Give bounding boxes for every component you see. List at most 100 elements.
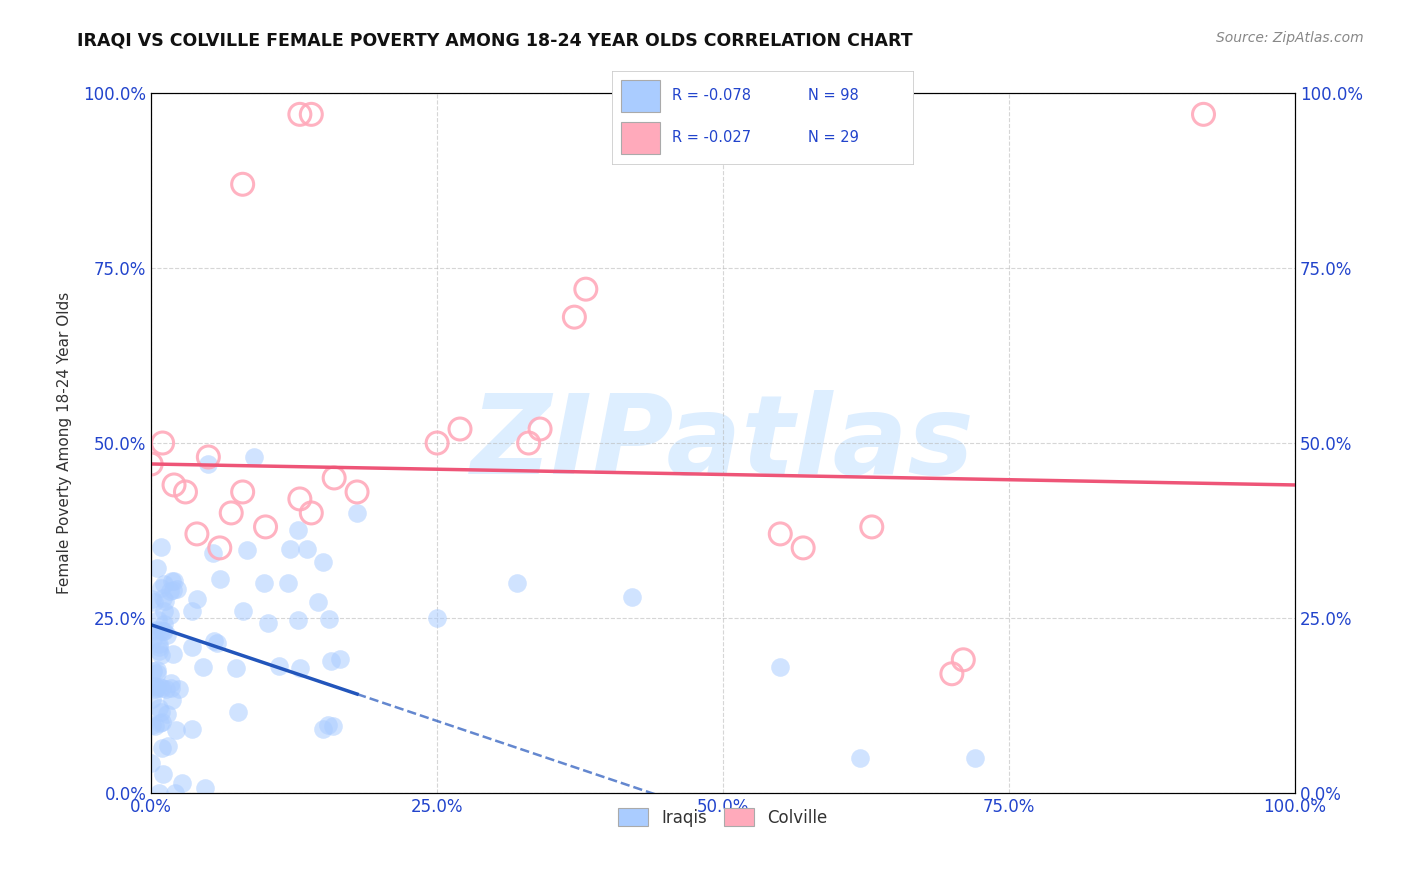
Point bbox=[1192, 107, 1215, 121]
Point bbox=[181, 722, 204, 736]
Point bbox=[197, 450, 219, 464]
Point bbox=[152, 766, 174, 780]
Point bbox=[153, 604, 176, 618]
Point bbox=[146, 681, 169, 695]
Point bbox=[150, 581, 173, 595]
Point bbox=[152, 436, 174, 450]
Point bbox=[141, 756, 163, 770]
Point bbox=[163, 478, 186, 492]
Point bbox=[346, 485, 368, 500]
Point bbox=[142, 595, 165, 609]
Point bbox=[288, 491, 311, 506]
Point bbox=[153, 594, 176, 608]
Point bbox=[449, 422, 471, 436]
Point bbox=[150, 681, 173, 695]
Point bbox=[145, 663, 167, 677]
Text: R = -0.078: R = -0.078 bbox=[672, 88, 751, 103]
Point bbox=[148, 637, 170, 651]
Point bbox=[163, 786, 186, 800]
Point bbox=[253, 576, 276, 591]
Point bbox=[287, 613, 309, 627]
Point bbox=[232, 178, 254, 192]
Point bbox=[159, 681, 181, 695]
FancyBboxPatch shape bbox=[612, 71, 914, 165]
Point bbox=[159, 583, 181, 598]
Point bbox=[153, 617, 176, 632]
Point bbox=[287, 523, 309, 537]
Point bbox=[155, 706, 177, 721]
Point bbox=[149, 680, 172, 694]
Point bbox=[288, 107, 311, 121]
Point bbox=[517, 436, 540, 450]
Point bbox=[148, 643, 170, 657]
Point bbox=[146, 613, 169, 627]
Point bbox=[278, 542, 301, 557]
Point bbox=[181, 640, 204, 654]
Point bbox=[243, 450, 266, 464]
Point bbox=[228, 706, 250, 720]
Point bbox=[162, 648, 184, 662]
Point bbox=[148, 640, 170, 654]
Point bbox=[209, 572, 232, 586]
Point bbox=[146, 561, 169, 575]
Point bbox=[141, 718, 163, 732]
Point bbox=[197, 457, 219, 471]
Point bbox=[295, 541, 318, 556]
Point bbox=[208, 541, 231, 555]
Point bbox=[160, 574, 183, 588]
Point bbox=[299, 506, 322, 520]
Point bbox=[143, 719, 166, 733]
Point bbox=[277, 575, 299, 590]
Point bbox=[202, 633, 225, 648]
Point bbox=[141, 624, 163, 639]
Point bbox=[312, 555, 335, 569]
Point bbox=[166, 582, 188, 596]
Point bbox=[149, 716, 172, 731]
Point bbox=[426, 436, 449, 450]
Point bbox=[952, 653, 974, 667]
Point bbox=[163, 574, 186, 589]
Point bbox=[172, 775, 194, 789]
Point bbox=[769, 660, 792, 674]
Point bbox=[156, 628, 179, 642]
Text: N = 29: N = 29 bbox=[808, 130, 859, 145]
Point bbox=[849, 750, 872, 764]
Point bbox=[963, 750, 986, 764]
Point bbox=[290, 661, 312, 675]
Point bbox=[141, 457, 163, 471]
Point bbox=[141, 664, 163, 678]
Point bbox=[322, 719, 344, 733]
Point bbox=[575, 282, 598, 296]
Point bbox=[319, 654, 342, 668]
Point bbox=[201, 546, 224, 560]
Point bbox=[312, 723, 335, 737]
Point bbox=[148, 786, 170, 800]
Text: IRAQI VS COLVILLE FEMALE POVERTY AMONG 18-24 YEAR OLDS CORRELATION CHART: IRAQI VS COLVILLE FEMALE POVERTY AMONG 1… bbox=[77, 31, 912, 49]
Point bbox=[165, 723, 187, 737]
Point bbox=[564, 310, 586, 325]
Legend: Iraqis, Colville: Iraqis, Colville bbox=[612, 802, 834, 833]
Text: R = -0.027: R = -0.027 bbox=[672, 130, 751, 145]
Point bbox=[318, 612, 340, 626]
Point bbox=[346, 506, 368, 520]
Point bbox=[159, 608, 181, 623]
Point bbox=[141, 692, 163, 706]
Point bbox=[323, 471, 346, 485]
Point bbox=[426, 611, 449, 625]
Point bbox=[167, 681, 190, 696]
Point bbox=[145, 666, 167, 681]
Point bbox=[941, 666, 963, 681]
Point bbox=[150, 740, 173, 755]
Bar bbox=[620, 79, 659, 112]
Point bbox=[506, 575, 529, 590]
Point bbox=[769, 527, 792, 541]
Point bbox=[193, 780, 215, 795]
Point bbox=[205, 635, 228, 649]
Point bbox=[269, 659, 291, 673]
Point bbox=[186, 592, 208, 607]
Point bbox=[141, 591, 163, 606]
Point bbox=[219, 506, 242, 520]
Point bbox=[792, 541, 814, 555]
Point bbox=[142, 632, 165, 646]
Y-axis label: Female Poverty Among 18-24 Year Olds: Female Poverty Among 18-24 Year Olds bbox=[58, 292, 72, 594]
